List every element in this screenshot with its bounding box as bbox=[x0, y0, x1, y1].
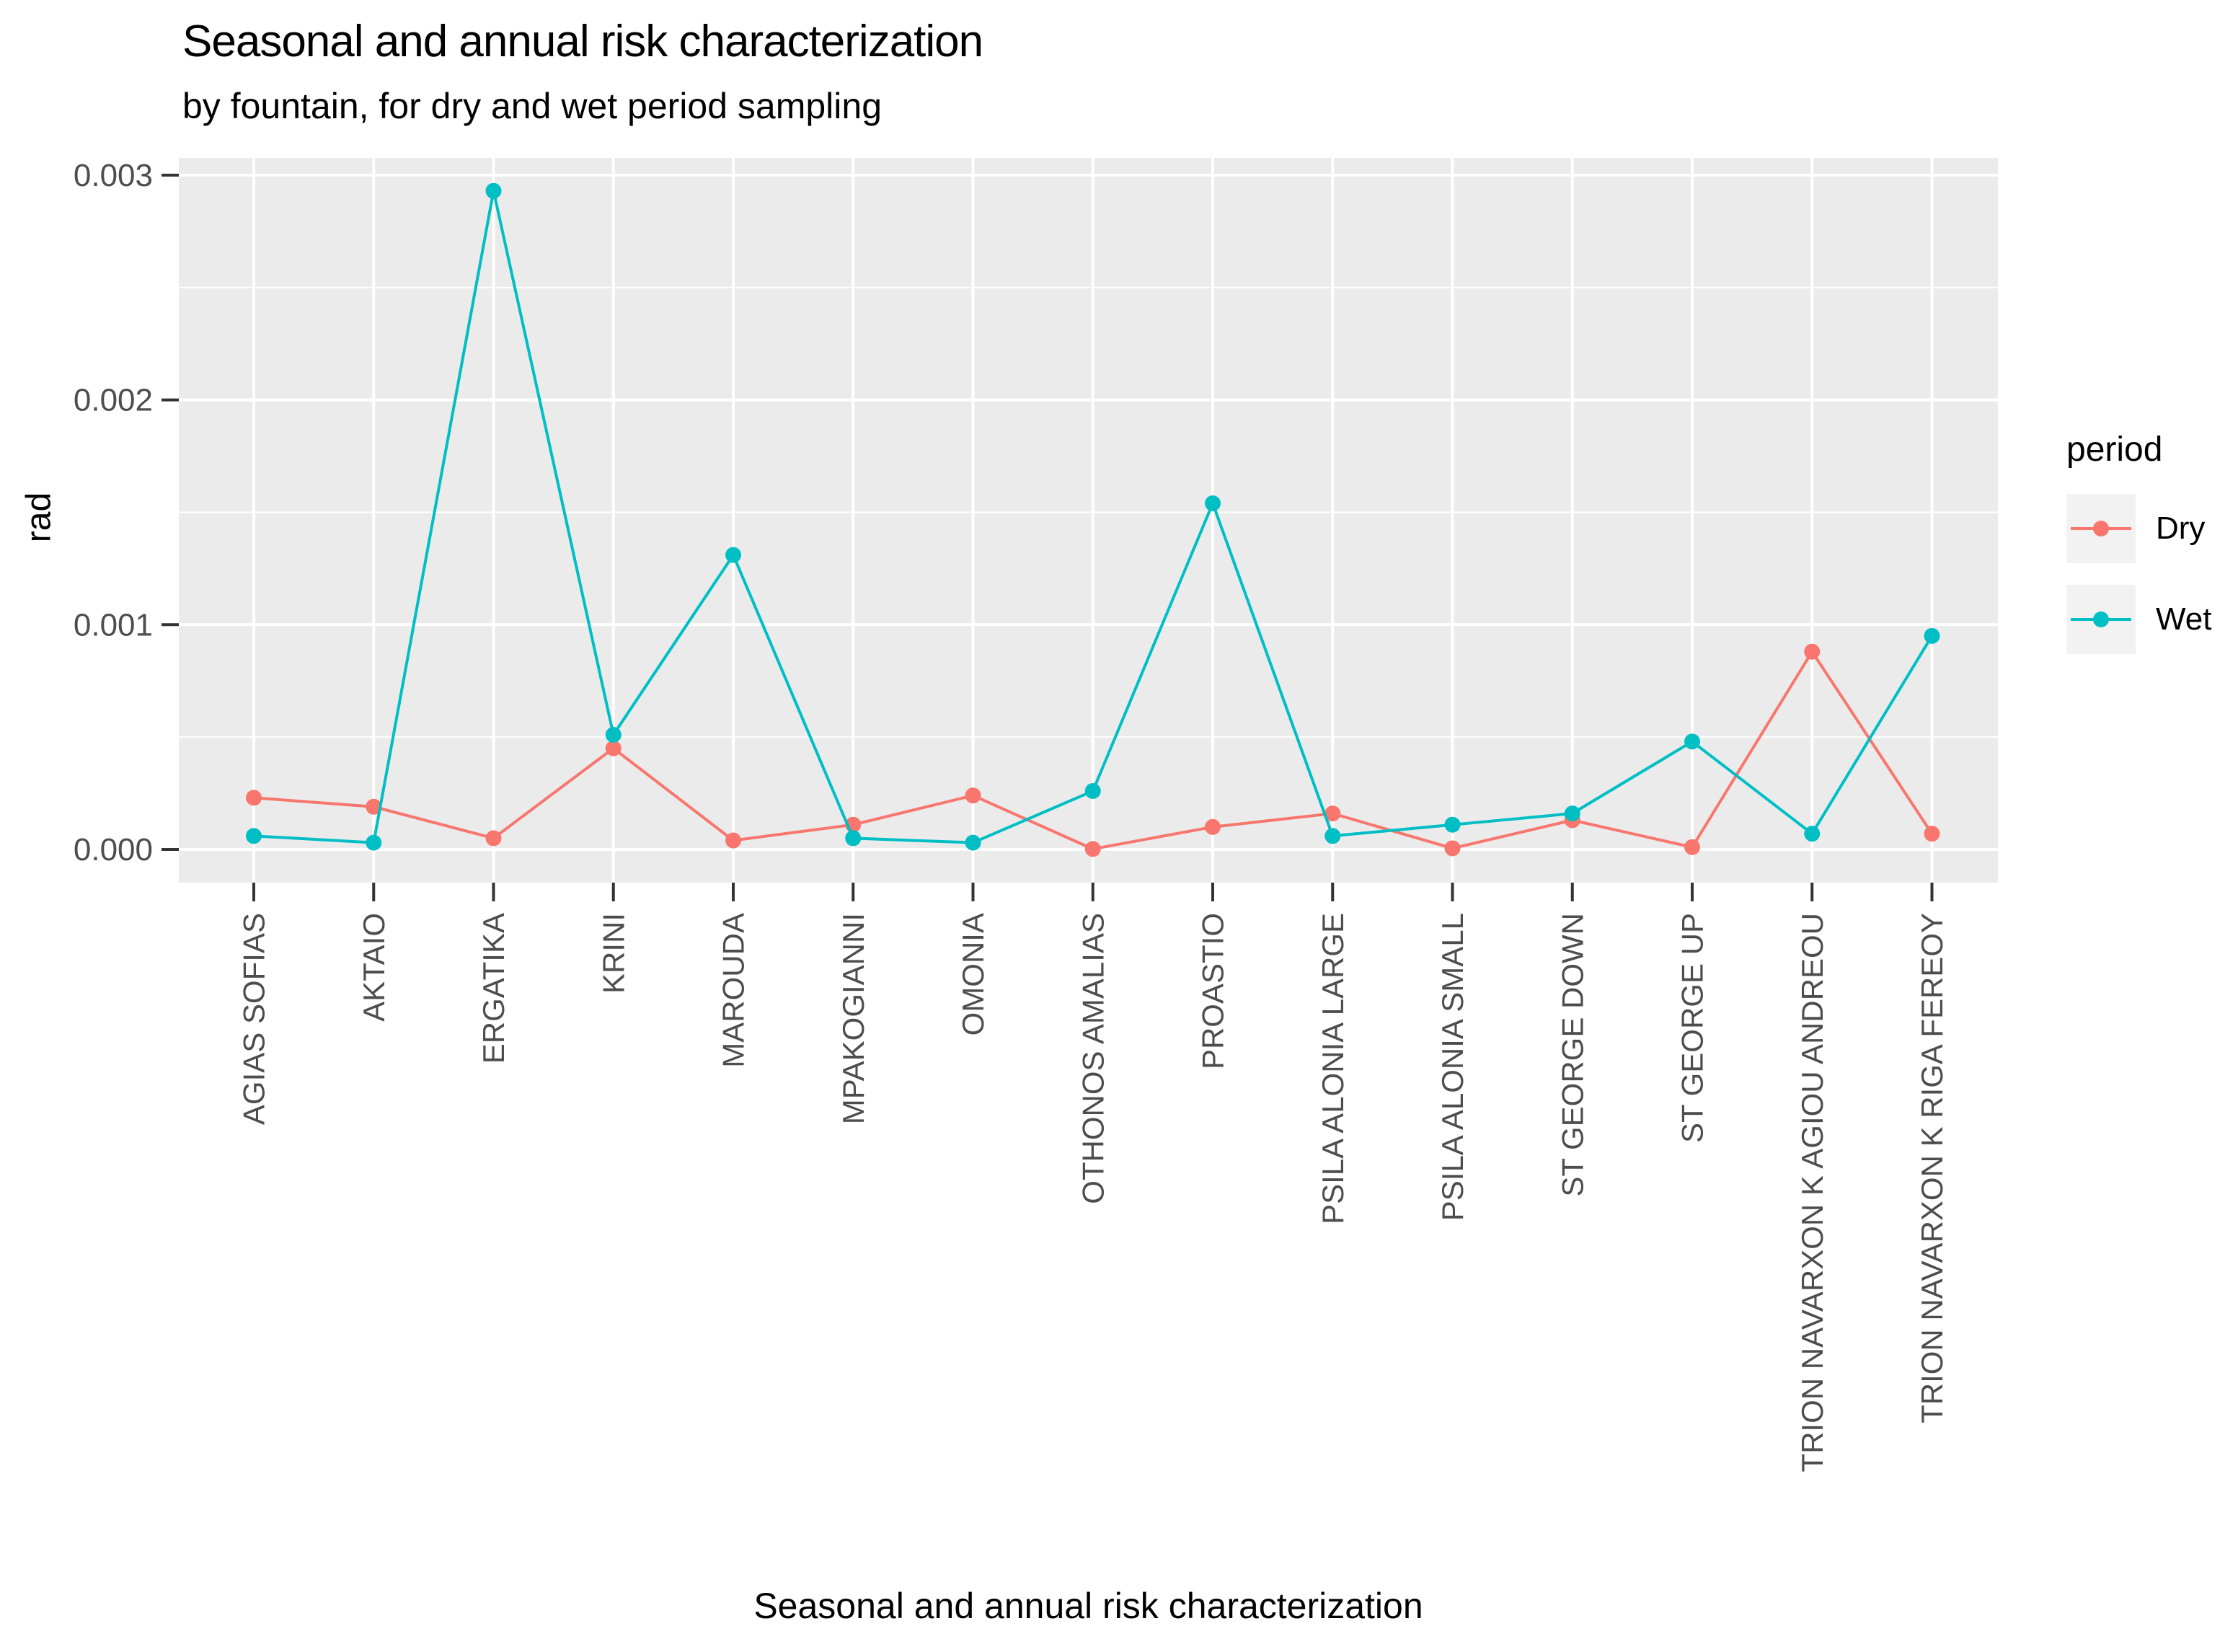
x-tick-label: KRINI bbox=[596, 913, 630, 994]
data-point-wet bbox=[1684, 733, 1700, 750]
data-point-wet bbox=[605, 727, 622, 743]
x-tick-label: PROASTIO bbox=[1196, 913, 1230, 1069]
data-point-dry bbox=[1444, 840, 1461, 857]
data-point-dry bbox=[366, 798, 382, 815]
data-point-wet bbox=[1205, 495, 1221, 511]
legend-item-wet: Wet bbox=[2066, 585, 2238, 654]
data-point-dry bbox=[605, 740, 622, 756]
wet-point-swatch bbox=[2093, 611, 2109, 627]
legend-label-wet: Wet bbox=[2156, 601, 2212, 637]
x-tick-label: AGIAS SOFIAS bbox=[237, 913, 271, 1125]
data-point-dry bbox=[246, 790, 262, 806]
data-point-wet bbox=[1564, 805, 1580, 822]
y-tick-label: 0.000 bbox=[74, 832, 153, 867]
data-point-dry bbox=[965, 787, 981, 804]
data-point-dry bbox=[1684, 839, 1700, 855]
y-tick-label: 0.003 bbox=[74, 158, 153, 193]
dry-point-swatch bbox=[2093, 521, 2109, 536]
data-point-wet bbox=[1324, 828, 1341, 844]
data-point-wet bbox=[1924, 627, 1940, 644]
x-tick-label: ERGATIKA bbox=[477, 913, 510, 1064]
data-point-wet bbox=[1804, 826, 1821, 842]
legend-key-dry bbox=[2066, 494, 2136, 563]
y-tick-label: 0.002 bbox=[74, 383, 153, 418]
legend-label-dry: Dry bbox=[2156, 511, 2206, 546]
data-point-wet bbox=[366, 834, 382, 851]
x-tick-label: ST GEORGE DOWN bbox=[1555, 913, 1589, 1197]
x-axis-title: Seasonal and annual risk characterizatio… bbox=[753, 1586, 1423, 1626]
plot-panel bbox=[179, 158, 1998, 883]
x-tick-label: MPAKOGIANNI bbox=[836, 913, 870, 1124]
chart-subtitle: by fountain, for dry and wet period samp… bbox=[182, 86, 882, 126]
legend-title: period bbox=[2066, 430, 2163, 469]
data-point-wet bbox=[1444, 816, 1461, 833]
x-tick-label: PSILA ALONIA SMALL bbox=[1436, 913, 1469, 1221]
x-tick-label: OTHONOS AMALIAS bbox=[1076, 913, 1110, 1204]
x-tick-label: AKTAIO bbox=[357, 913, 391, 1022]
data-point-wet bbox=[246, 828, 262, 844]
data-point-wet bbox=[845, 830, 862, 847]
data-point-dry bbox=[1804, 643, 1821, 660]
data-point-wet bbox=[485, 182, 502, 199]
x-tick-label: ST GEORGE UP bbox=[1676, 913, 1710, 1143]
legend: period Dry Wet bbox=[2066, 430, 2238, 676]
chart-title: Seasonal and annual risk characterizatio… bbox=[182, 17, 983, 66]
y-axis-title: rad bbox=[19, 492, 58, 543]
data-point-dry bbox=[485, 830, 502, 847]
x-tick-label: TRION NAVARXON K RIGA FEREOY bbox=[1915, 913, 1949, 1423]
legend-item-dry: Dry bbox=[2066, 494, 2238, 563]
data-point-dry bbox=[1924, 826, 1940, 842]
x-tick-label: OMONIA bbox=[956, 913, 990, 1035]
legend-key-wet bbox=[2066, 585, 2136, 654]
x-tick-label: TRION NAVARXON K AGIOU ANDREOU bbox=[1795, 913, 1829, 1472]
data-point-wet bbox=[1084, 782, 1101, 799]
data-point-dry bbox=[1324, 805, 1341, 822]
y-tick-label: 0.001 bbox=[74, 607, 153, 642]
data-point-wet bbox=[965, 834, 981, 851]
data-point-dry bbox=[1084, 841, 1101, 857]
data-point-wet bbox=[725, 547, 741, 563]
data-point-dry bbox=[725, 832, 741, 849]
data-point-dry bbox=[1205, 818, 1221, 835]
x-tick-label: MAROUDA bbox=[717, 913, 751, 1068]
x-tick-label: PSILA ALONIA LARGE bbox=[1316, 913, 1350, 1224]
